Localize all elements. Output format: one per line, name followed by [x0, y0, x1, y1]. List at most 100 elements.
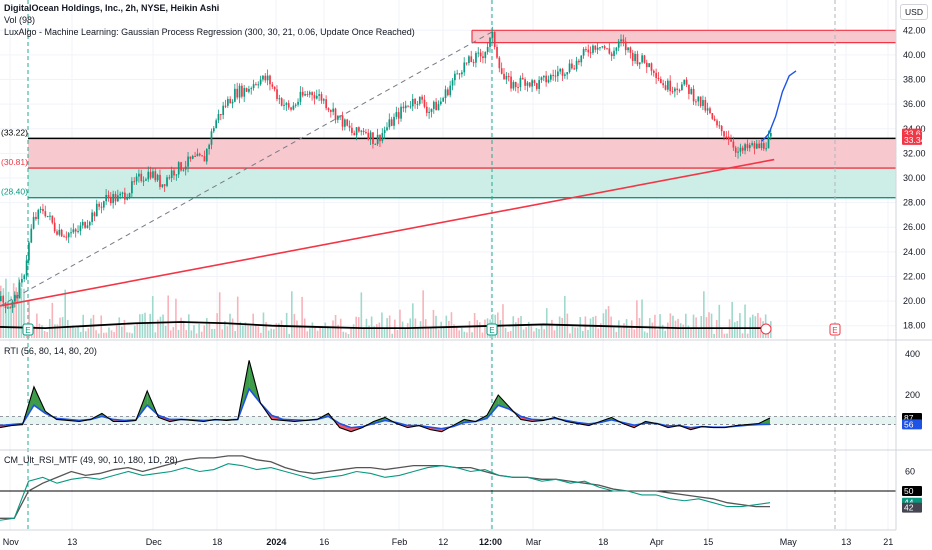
candle-body: [400, 106, 402, 119]
candle-body: [301, 91, 304, 96]
candle-body: [95, 203, 98, 217]
volume-bar: [128, 332, 131, 338]
volume-bar: [15, 287, 18, 338]
candle-body: [337, 115, 339, 120]
candle-body: [222, 105, 225, 115]
candle-body: [683, 79, 686, 85]
volume-bar: [249, 325, 252, 338]
candle-body: [592, 45, 594, 53]
volume-bar: [77, 326, 79, 338]
volume-bar: [373, 326, 376, 338]
volume-bar: [64, 289, 66, 338]
volume-bar: [182, 320, 185, 338]
volume-bar: [571, 326, 574, 338]
candle-body: [21, 278, 23, 283]
candle-body: [51, 215, 54, 223]
time-tick-label: 13: [841, 537, 851, 547]
candle-body: [755, 143, 758, 149]
candle-body: [187, 156, 189, 167]
candle-body: [695, 101, 697, 103]
candle-body: [454, 73, 456, 81]
price-tick-label: 24.00: [903, 247, 926, 257]
candle-body: [264, 75, 267, 81]
candle-body: [215, 120, 218, 129]
volume-bar: [314, 326, 316, 338]
candle-body: [290, 107, 292, 110]
volume-bar: [169, 330, 172, 338]
volume-bar: [267, 330, 270, 338]
rti-line: [0, 360, 771, 433]
volume-bar: [43, 331, 46, 338]
volume-bar: [669, 313, 672, 338]
volume-bar: [592, 316, 594, 338]
volume-bar: [710, 313, 713, 338]
price-tick-label: 28.00: [903, 198, 926, 208]
candle-body: [145, 179, 147, 181]
candle-body: [554, 75, 557, 77]
volume-bar: [417, 326, 419, 338]
candle-body: [194, 155, 196, 157]
candle-body: [667, 80, 669, 90]
volume-bar: [327, 326, 329, 338]
volume-bar: [666, 322, 669, 338]
volume-bar: [316, 330, 319, 338]
candle-body: [126, 197, 129, 200]
volume-bar: [522, 329, 525, 338]
candle-body: [704, 100, 707, 111]
candle-body: [482, 56, 484, 59]
candle-body: [180, 162, 182, 171]
candle-body: [507, 75, 510, 77]
candle-body: [330, 110, 332, 112]
candle-body: [297, 101, 299, 105]
candle-body: [676, 88, 679, 90]
candle-body: [161, 184, 164, 187]
volume-bar: [533, 331, 535, 338]
candle-body: [540, 77, 543, 81]
time-tick-label: 21: [883, 537, 893, 547]
volume-bar: [319, 326, 321, 338]
volume-bar: [38, 323, 41, 338]
candle-body: [311, 92, 313, 96]
price-tag-label: 50: [904, 486, 914, 496]
volume-bar: [211, 328, 213, 338]
volume-bar: [625, 319, 628, 338]
candle-body: [505, 75, 508, 80]
volume-bar: [422, 290, 424, 338]
candle-body: [198, 153, 201, 156]
candle-body: [650, 63, 653, 71]
volume-bar: [690, 328, 692, 338]
candle-body: [542, 75, 545, 78]
currency-button[interactable]: USD: [900, 4, 928, 20]
volume-bar: [643, 331, 646, 338]
volume-bar: [697, 328, 700, 338]
candle-body: [79, 225, 82, 232]
volume-bar: [363, 327, 365, 338]
volume-bar: [636, 300, 638, 338]
price-tag-box: [902, 486, 922, 496]
candle-body: [114, 194, 117, 202]
candle-body: [484, 51, 487, 59]
volume-bar: [437, 329, 440, 338]
price-tag-box: [902, 502, 922, 513]
volume-bar: [105, 332, 108, 338]
volume-bar: [509, 331, 512, 338]
candle-body: [610, 53, 613, 56]
volume-bar: [646, 332, 648, 338]
candle-body: [739, 147, 742, 152]
volume-bar: [584, 316, 587, 338]
volume-bar: [133, 325, 136, 338]
candle-body: [236, 88, 239, 98]
volume-bar: [309, 328, 311, 338]
volume-bar: [406, 323, 409, 338]
volume-bar: [347, 333, 350, 338]
volume-bar: [154, 332, 157, 338]
volume-bar: [679, 323, 682, 338]
volume-bar: [692, 314, 695, 338]
candle-body: [486, 46, 489, 52]
time-tick-label: Apr: [650, 537, 664, 547]
candle-body: [720, 125, 723, 132]
candle-body: [428, 111, 430, 113]
candle-body: [524, 79, 526, 86]
candle-body: [568, 63, 571, 73]
